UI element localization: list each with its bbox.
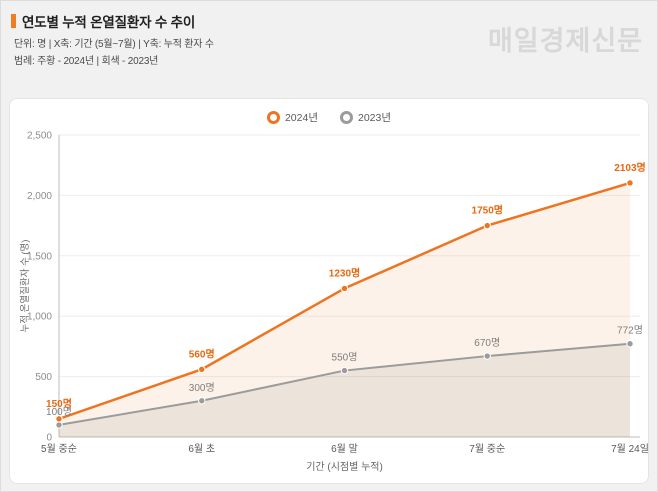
svg-text:1750명: 1750명 <box>472 204 503 217</box>
chart-meta-units: 단위: 명 | X축: 기간 (5월~7월) | Y축: 누적 환자 수 <box>14 39 214 50</box>
chart-card: 2024년 2023년 누적 온열질환자 수 (명) 0 500 1,000 1,50… <box>9 98 649 484</box>
legend-label-2024: 2024년 <box>284 112 318 124</box>
svg-text:7월 24일: 7월 24일 <box>611 443 649 455</box>
chart-legend: 2024년 2023년 <box>10 110 648 125</box>
report-header: 연도별 누적 온열질환자 수 추이 단위: 명 | X축: 기간 (5월~7월)… <box>1 1 657 97</box>
svg-text:500: 500 <box>35 372 52 383</box>
legend-marker-2024-icon <box>266 111 280 124</box>
x-axis-title: 기간 (시점별 누적) <box>306 462 383 473</box>
title-row: 연도별 누적 온열질환자 수 추이 <box>11 11 195 31</box>
legend-item-2024: 2024년 <box>266 110 318 125</box>
svg-text:0: 0 <box>46 433 52 444</box>
svg-text:2,500: 2,500 <box>27 131 52 142</box>
legend-marker-2023-icon <box>340 111 353 124</box>
svg-text:1,000: 1,000 <box>27 312 52 323</box>
svg-text:150명: 150명 <box>46 397 72 410</box>
line-chart: 0 500 1,000 1,500 2,000 2,500 150명 560명 1230명 175… <box>27 131 649 456</box>
svg-text:560명: 560명 <box>189 347 215 360</box>
svg-text:2103명: 2103명 <box>614 161 645 174</box>
svg-text:6월 말: 6월 말 <box>331 443 358 455</box>
svg-text:2,000: 2,000 <box>27 191 52 202</box>
svg-text:1,500: 1,500 <box>27 251 52 262</box>
chart-meta-legend: 범례: 주황 - 2024년 | 회색 - 2023년 <box>14 56 159 67</box>
title-accent-bar <box>11 14 16 28</box>
svg-text:772명: 772명 <box>617 325 643 337</box>
legend-label-2023: 2023년 <box>358 112 392 124</box>
newspaper-logo: 매일경제신문 <box>487 26 643 56</box>
svg-text:6월 초: 6월 초 <box>188 443 215 455</box>
svg-text:7월 중순: 7월 중순 <box>469 443 505 455</box>
page-title: 연도별 누적 온열질환자 수 추이 <box>22 15 196 30</box>
legend-item-2023: 2023년 <box>340 110 391 125</box>
svg-text:550명: 550명 <box>332 352 358 364</box>
svg-text:1230명: 1230명 <box>329 266 360 279</box>
svg-text:100명: 100명 <box>46 406 72 418</box>
svg-text:300명: 300명 <box>189 382 215 394</box>
svg-text:670명: 670명 <box>474 337 500 349</box>
svg-text:5월 중순: 5월 중순 <box>41 443 77 455</box>
